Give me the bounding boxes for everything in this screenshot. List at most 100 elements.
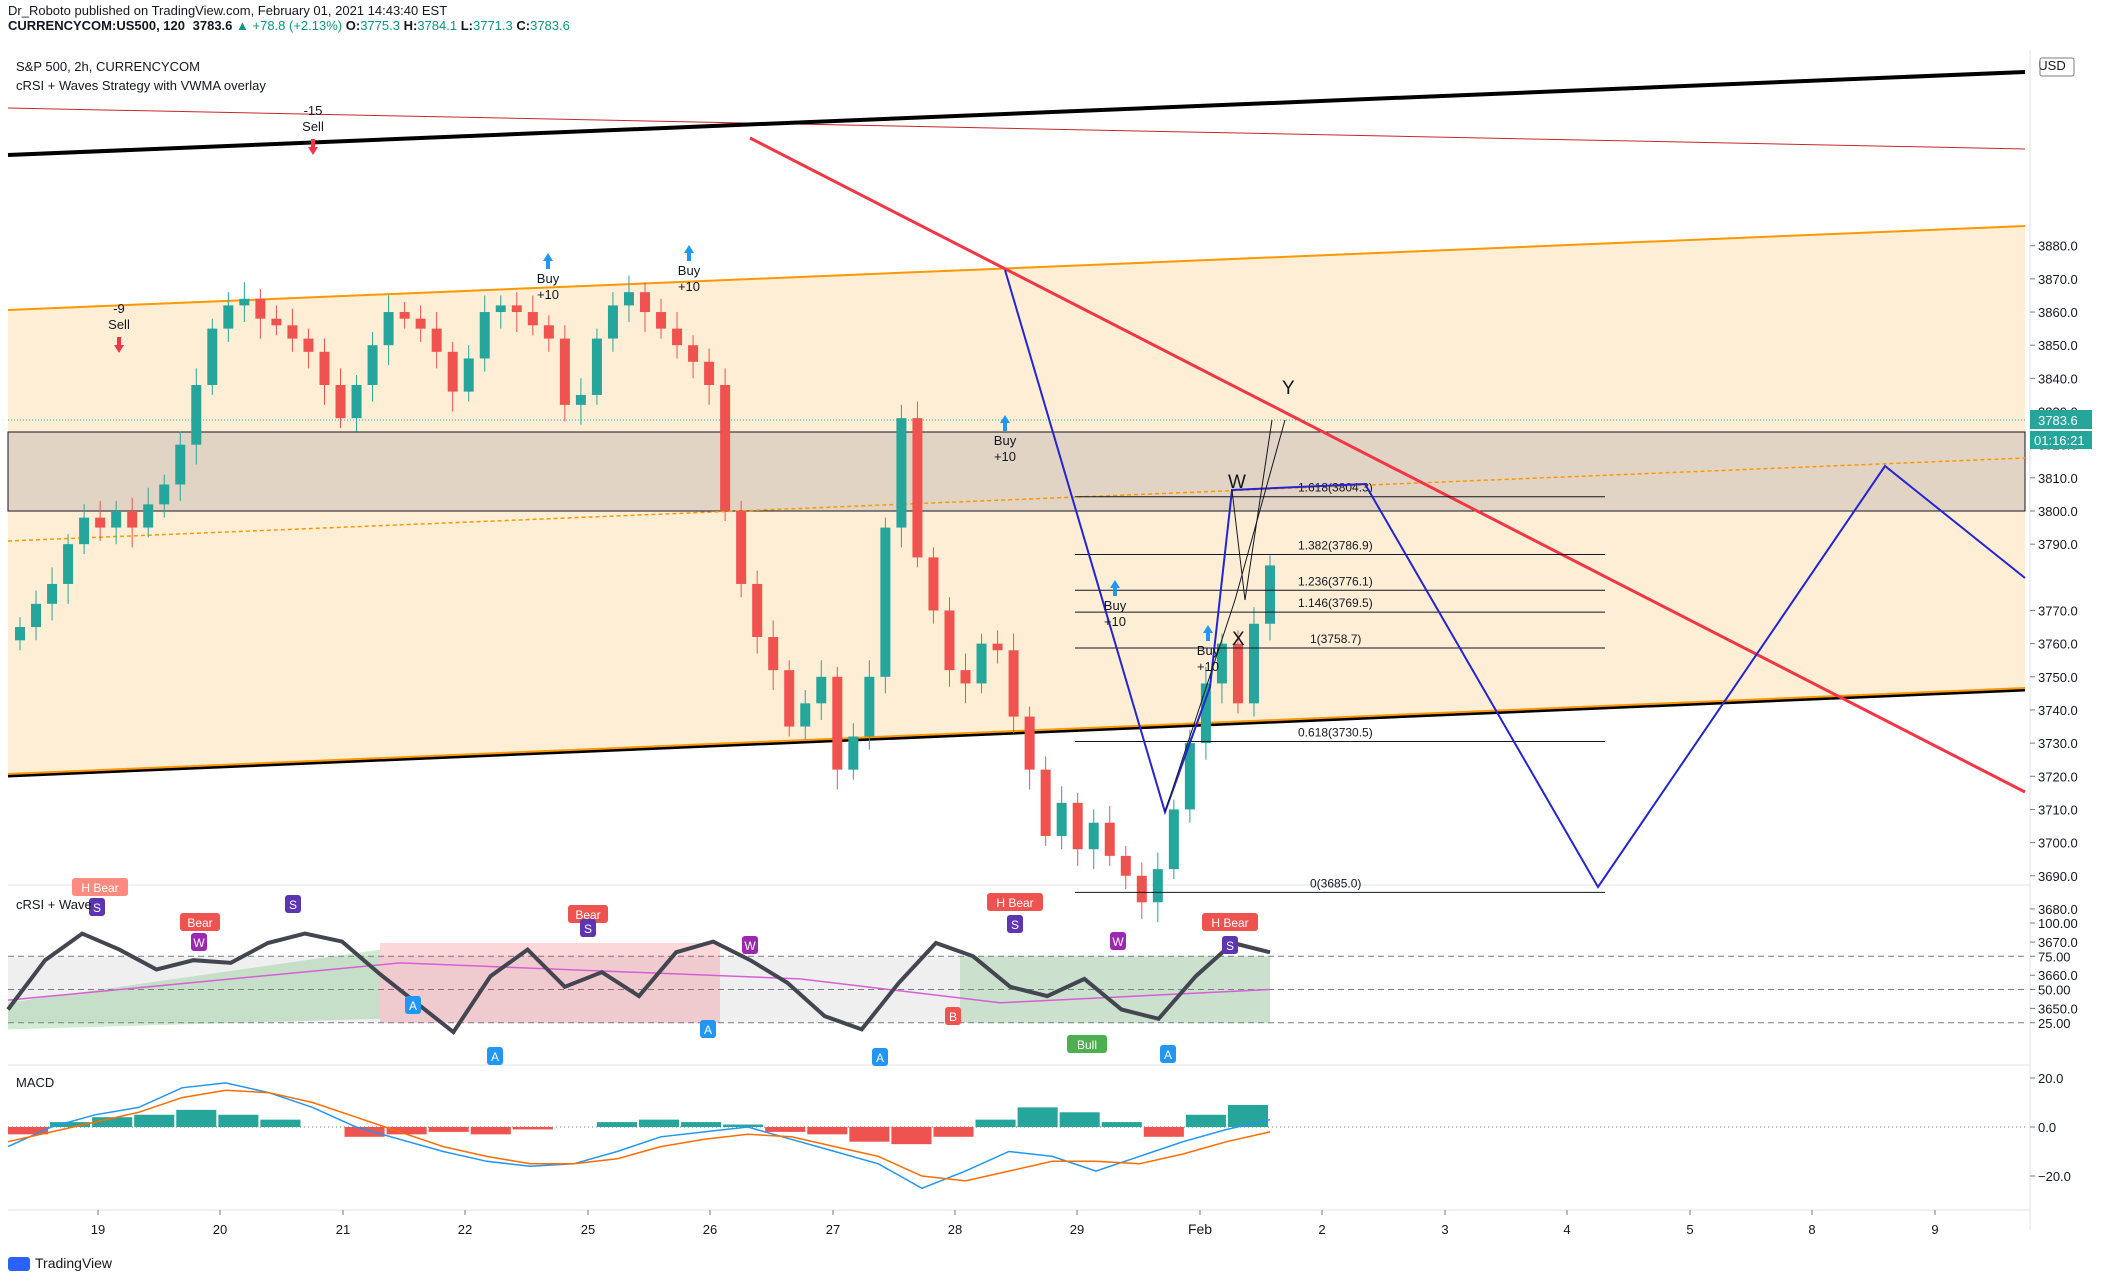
macd-histogram-bar: [849, 1127, 890, 1142]
macd-legend: MACD: [16, 1075, 55, 1090]
candle-body: [319, 351, 330, 385]
candle-body: [47, 583, 58, 604]
tradingview-logo[interactable]: TradingView: [8, 1255, 112, 1272]
fib-level-label: 0.618(3730.5): [1298, 725, 1373, 739]
candle-body: [688, 345, 699, 362]
crsi-axis-label: 25.00: [2038, 1016, 2071, 1031]
candle-body: [575, 394, 586, 405]
candle-body: [335, 384, 346, 419]
macd-histogram-bar: [50, 1122, 91, 1127]
candle-body: [607, 305, 618, 339]
crsi-badge-label: Bear: [187, 916, 212, 930]
price-change: ▲ +78.8 (+2.13%): [236, 18, 343, 33]
buy-signal-label: Buy: [678, 263, 701, 278]
candle-body: [15, 627, 25, 641]
sell-arrow-icon: [114, 337, 124, 353]
candle-body: [912, 418, 923, 558]
crsi-badge: [1110, 932, 1126, 950]
macd-histogram-bar: [807, 1127, 848, 1135]
channel-fill: [8, 226, 2025, 776]
tradingview-mark-icon: [8, 1257, 30, 1272]
time-axis-label: 25: [581, 1222, 595, 1237]
candle-body: [1104, 822, 1115, 856]
candle-body: [1265, 565, 1275, 624]
price-axis-label: 3670.0: [2038, 935, 2078, 950]
candle-body: [1120, 855, 1131, 876]
vwma-line: [7, 457, 2026, 542]
price-axis-label: 3790.0: [2038, 537, 2078, 552]
candle-body: [1184, 743, 1195, 810]
sell-signal-label: Sell: [302, 119, 324, 134]
crsi-badge-label: S: [1011, 918, 1019, 932]
macd-histogram-bar: [596, 1122, 637, 1127]
crsi-bull-cloud: [8, 949, 380, 1030]
strategy-legend: cRSI + Waves Strategy with VWMA overlay: [16, 78, 266, 93]
countdown-tag: [2030, 431, 2092, 449]
crsi-badge-label: S: [289, 898, 297, 912]
price-axis-label: 3860.0: [2038, 305, 2078, 320]
crsi-badge: [1007, 915, 1023, 933]
macd-histogram-bar: [92, 1117, 133, 1127]
crsi-badge-label: Bull: [1077, 1038, 1097, 1052]
macd-histogram-bar: [1185, 1114, 1226, 1127]
crsi-badge: [700, 1020, 716, 1038]
chart-title: S&P 500, 2h, CURRENCYCOM: [16, 59, 200, 74]
candle-body: [239, 298, 250, 306]
fib-level-label: 1.236(3776.1): [1298, 574, 1373, 588]
buy-signal-label: Buy: [1197, 643, 1220, 658]
time-axis-label: 2: [1318, 1222, 1325, 1237]
candle-body: [1248, 623, 1259, 704]
time-axis-label: 27: [826, 1222, 840, 1237]
fib-level-label: 1.618(3804.3): [1298, 481, 1373, 495]
ohlc-line: CURRENCYCOM:US500, 120 3783.6 ▲ +78.8 (+…: [8, 18, 570, 33]
crsi-badge-label: A: [704, 1023, 712, 1037]
macd-histogram-bar: [134, 1114, 175, 1127]
crsi-badge-label: A: [1164, 1048, 1172, 1062]
wave-label-x: X: [1232, 629, 1245, 650]
macd-histogram-bar: [723, 1124, 764, 1127]
crsi-badge-label: H Bear: [996, 896, 1033, 910]
time-axis-label: 19: [91, 1222, 105, 1237]
crsi-badge-label: Bear: [575, 908, 600, 922]
crsi-badge: [945, 1007, 961, 1025]
macd-histogram-bar: [428, 1127, 469, 1132]
macd-histogram-bar: [8, 1127, 49, 1135]
candle-body: [1168, 809, 1179, 870]
sell-arrow-icon: [308, 139, 318, 155]
time-axis-label: 21: [336, 1222, 350, 1237]
crsi-badge: [872, 1048, 888, 1066]
time-axis-label: 3: [1441, 1222, 1448, 1237]
candle-body: [111, 511, 122, 528]
channel-top-line: [7, 225, 2026, 311]
candle-body: [960, 670, 971, 684]
buy-signal-label: Buy: [994, 433, 1017, 448]
price-axis-label: 3660.0: [2038, 968, 2078, 983]
candle-body: [800, 703, 811, 727]
descending-trendline: [749, 136, 2026, 794]
open-value: 3775.3: [360, 18, 400, 33]
candle-body: [223, 305, 234, 329]
crsi-badge: [180, 913, 220, 931]
candle-body: [928, 557, 939, 611]
candle-body: [1152, 869, 1163, 903]
buy-signal-count: +10: [994, 449, 1016, 464]
candle-body: [848, 736, 859, 770]
macd-histogram-bar: [975, 1119, 1016, 1127]
countdown-value: 01:16:21: [2034, 433, 2085, 448]
candle-body: [31, 603, 42, 628]
crsi-badge-label: W: [193, 936, 205, 950]
candle-body: [479, 312, 490, 359]
price-axis-label: 3800.0: [2038, 504, 2078, 519]
crsi-badge: [487, 1047, 503, 1065]
currency-label: USD: [2038, 58, 2065, 73]
candle-body: [1232, 643, 1243, 704]
buy-signal-label: Buy: [1104, 598, 1127, 613]
price-axis-label: 3720.0: [2038, 769, 2078, 784]
candle-body: [1056, 802, 1067, 836]
crsi-badge: [89, 898, 105, 916]
candle-body: [191, 384, 202, 445]
symbol-label: CURRENCYCOM:US500, 120: [8, 18, 185, 33]
sell-signal-label: Sell: [108, 317, 130, 332]
price-axis-label: 3760.0: [2038, 637, 2078, 652]
